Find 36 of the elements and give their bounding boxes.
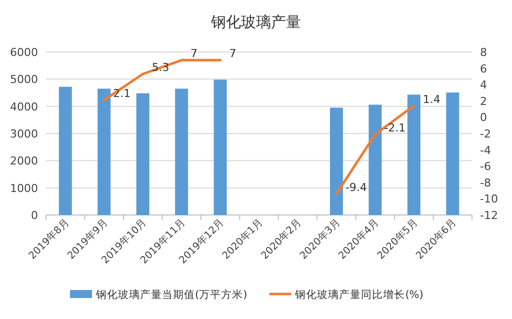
y-tick-label: 5000	[10, 73, 38, 86]
data-label: 2.1	[113, 87, 131, 100]
y2-tick-label: -6	[480, 160, 491, 174]
y2-tick-label: 4	[480, 78, 487, 92]
y-tick-label: 4000	[10, 100, 38, 114]
y2-tick-label: -12	[480, 209, 498, 222]
bar	[98, 88, 111, 215]
y-tick-label: 2000	[10, 154, 38, 168]
y2-tick-label: -4	[480, 144, 491, 157]
data-label: -2.1	[384, 121, 406, 134]
legend-label: 钢化玻璃产量同比增长(%)	[294, 288, 424, 301]
y2-tick-label: -10	[480, 192, 498, 206]
y2-tick-label: -8	[480, 176, 491, 190]
data-label: -9.4	[345, 180, 367, 194]
bar	[214, 80, 227, 215]
data-label: 7	[190, 47, 198, 60]
y2-tick-label: 8	[480, 46, 487, 59]
y2-tick-label: 0	[480, 111, 487, 124]
legend-label: 钢化玻璃产量当期值(万平方米)	[95, 288, 248, 301]
chart-title: 钢化玻璃产量	[210, 13, 301, 31]
bar	[58, 86, 72, 215]
y-tick-label: 1000	[10, 182, 38, 195]
y-tick-label: 6000	[10, 46, 38, 59]
bar	[330, 108, 343, 215]
y2-tick-label: 2	[480, 94, 487, 108]
data-label: 7	[229, 47, 236, 60]
y-tick-label: 0	[31, 209, 38, 222]
y2-tick-label: -2	[480, 128, 491, 140]
y-tick-label: 3000	[10, 128, 38, 140]
bar	[446, 92, 460, 215]
bar	[175, 88, 188, 215]
y2-tick-label: 6	[480, 62, 487, 76]
bar	[407, 94, 420, 215]
bar	[136, 93, 150, 215]
bar	[368, 104, 382, 215]
data-label: 1.4	[422, 92, 440, 106]
